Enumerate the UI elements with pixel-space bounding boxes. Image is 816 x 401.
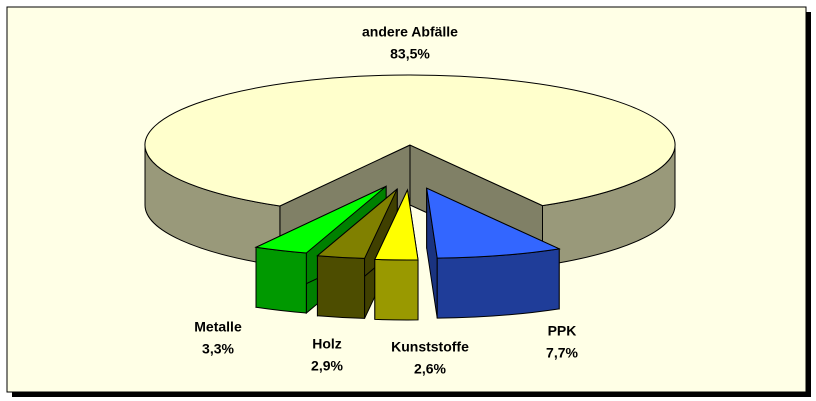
slice-side	[255, 246, 307, 314]
slice-value-label: 83,5%	[390, 46, 430, 62]
slice-label: Kunststoffe	[391, 339, 469, 355]
slice-side	[316, 255, 366, 319]
slice-side	[374, 258, 419, 321]
slice-value-label: 7,7%	[546, 345, 578, 361]
slice-label: Holz	[312, 336, 342, 352]
slice	[254, 185, 387, 254]
slice	[426, 187, 561, 259]
slice-value-label: 2,6%	[414, 361, 446, 377]
labels: PPK 7,7% Kunststoffe 2,6% Holz 2,9% Metalle 3,3…	[194, 24, 578, 377]
slice	[144, 74, 676, 207]
slice-value-label: 2,9%	[311, 358, 343, 374]
slice-side	[436, 248, 560, 319]
pie	[144, 74, 676, 321]
slice-label: PPK	[548, 323, 577, 339]
slice-label: andere Abfälle	[362, 24, 458, 40]
slice	[374, 188, 419, 261]
slice-label: Metalle	[194, 319, 242, 335]
slice	[316, 188, 398, 259]
slice-value-label: 3,3%	[202, 341, 234, 357]
